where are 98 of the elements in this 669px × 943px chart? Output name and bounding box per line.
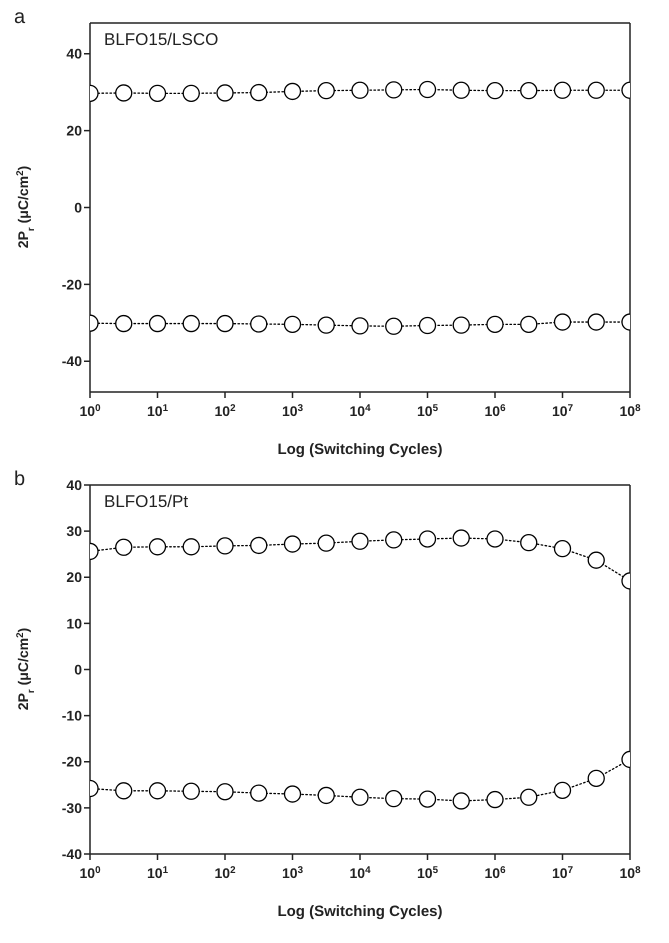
point	[418, 790, 436, 808]
point	[385, 790, 402, 808]
point	[452, 316, 470, 334]
y-tick-label: -10	[62, 708, 82, 724]
point	[182, 84, 200, 102]
x-tick-label: 10$^{6}$	[484, 864, 506, 881]
point	[182, 314, 200, 332]
point	[351, 532, 369, 550]
y-tick-label: 0	[74, 199, 82, 216]
point	[216, 537, 234, 555]
point	[520, 82, 538, 100]
point	[284, 316, 302, 333]
point	[418, 316, 436, 334]
annotation: BLFO15/LSCO	[104, 30, 218, 50]
y-tick-label: 20	[66, 122, 82, 139]
x-tick-label: 10$^{1}$	[146, 402, 169, 419]
y-tick-label: 0	[74, 661, 82, 678]
x-tick-label: 10$^{7}$	[552, 402, 574, 419]
point	[250, 784, 268, 802]
x-tick-label: 10$^{7}$	[552, 864, 574, 881]
y-tick-label: 40	[66, 46, 82, 62]
x-tick-label: 10$^{4}$	[349, 864, 372, 881]
point	[182, 782, 200, 800]
point	[554, 782, 572, 799]
x-tick-label: 10$^{8}$	[619, 402, 642, 419]
x-tick-label: 10$^{1}$	[146, 864, 169, 881]
x-tick-label: 10$^{4}$	[349, 402, 372, 419]
point	[250, 84, 268, 102]
point	[182, 538, 200, 556]
point	[216, 314, 234, 332]
point	[486, 82, 504, 100]
point	[486, 530, 504, 548]
x-tick-label: 10$^{2}$	[214, 402, 236, 419]
point	[554, 540, 572, 558]
point	[486, 316, 504, 333]
point	[554, 313, 572, 331]
x-tick-label: 10$^{3}$	[282, 864, 304, 881]
point	[385, 81, 402, 99]
point	[418, 530, 436, 548]
point	[385, 318, 402, 335]
point	[452, 792, 470, 810]
point	[351, 82, 369, 99]
point	[351, 317, 369, 335]
point	[554, 82, 572, 99]
y-tick-label: 30	[66, 523, 82, 540]
x-tick-label: 10$^{5}$	[416, 402, 439, 419]
point	[588, 552, 605, 569]
x-tick-label: 10$^{5}$	[416, 864, 439, 881]
y-tick-label: 20	[66, 569, 82, 586]
point	[284, 535, 302, 553]
y-tick-label: -40	[62, 353, 82, 370]
point	[385, 531, 402, 549]
x-tick-label: 10$^{0}$	[79, 402, 102, 419]
y-tick-label: -20	[62, 754, 82, 770]
point	[588, 770, 605, 788]
point	[250, 536, 268, 554]
point	[318, 316, 335, 334]
point	[115, 314, 132, 332]
x-tick-label: 10$^{3}$	[282, 402, 304, 419]
point	[418, 80, 436, 98]
point	[520, 316, 538, 333]
x-axis-title: Log (Switching Cycles)	[277, 441, 443, 458]
y-tick-label: -20	[62, 276, 82, 292]
point	[284, 785, 302, 803]
point	[148, 538, 166, 556]
point	[486, 790, 504, 808]
y-tick-label: 10	[66, 615, 82, 632]
y-tick-label: 40	[66, 476, 82, 493]
point	[284, 82, 302, 100]
point	[520, 534, 538, 552]
y-tick-label: -40	[62, 846, 82, 862]
point	[452, 82, 470, 99]
text: b	[14, 468, 26, 491]
point	[115, 538, 132, 556]
point	[148, 314, 166, 332]
x-tick-label: 10$^{0}$	[79, 864, 102, 881]
point	[318, 82, 335, 100]
x-tick-label: 10$^{6}$	[484, 402, 506, 419]
point	[216, 783, 234, 800]
point	[520, 788, 538, 806]
y-tick-label: -30	[62, 800, 82, 816]
text: a	[14, 6, 26, 29]
point	[588, 313, 605, 331]
point	[148, 782, 166, 800]
point	[351, 788, 369, 806]
point	[588, 82, 605, 99]
x-axis-title: Log (Switching Cycles)	[277, 903, 443, 920]
point	[115, 782, 132, 800]
point	[148, 84, 166, 102]
point	[318, 786, 335, 804]
x-tick-label: 10$^{8}$	[619, 864, 642, 881]
point	[115, 84, 132, 102]
annotation: BLFO15/Pt	[104, 492, 188, 512]
point	[250, 315, 268, 333]
point	[318, 534, 335, 552]
x-tick-label: 10$^{2}$	[214, 864, 236, 881]
point	[216, 84, 234, 102]
point	[452, 529, 470, 547]
